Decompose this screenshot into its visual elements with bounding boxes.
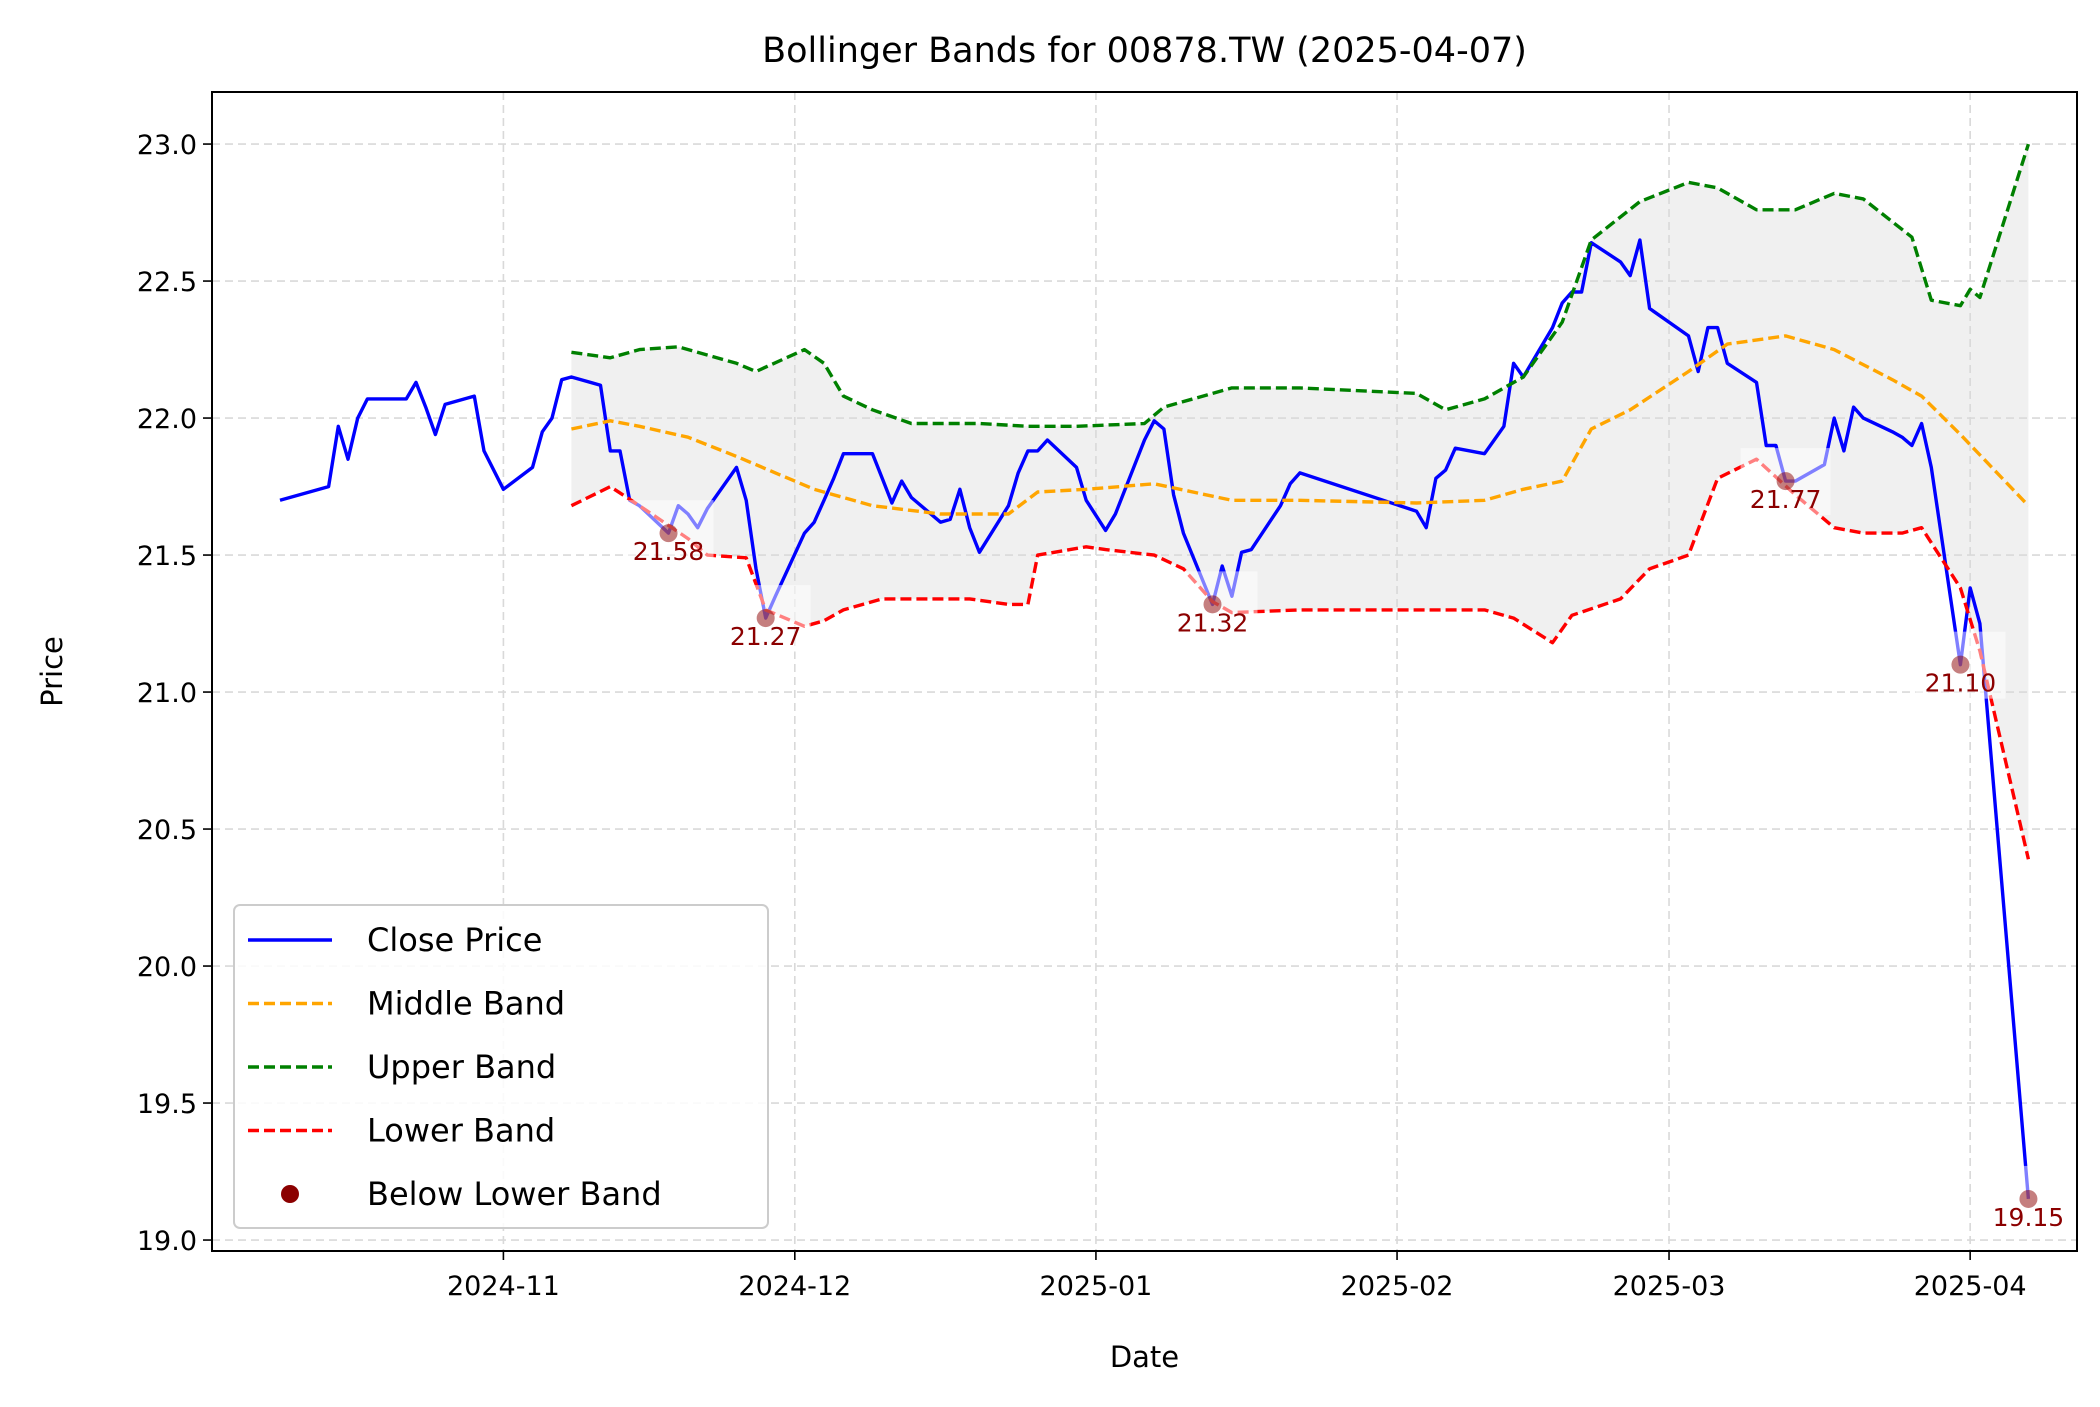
y-axis-title: Price xyxy=(35,636,69,707)
below-band-point xyxy=(659,524,678,543)
below-band-value-label: 21.77 xyxy=(1750,485,1822,514)
legend-label-below-lower-band: Below Lower Band xyxy=(367,1175,662,1213)
x-tick-label: 2025-01 xyxy=(1040,1271,1153,1302)
legend: Close Price Middle Band Upper Band Lower Ba… xyxy=(233,904,769,1229)
y-tick-label: 21.5 xyxy=(137,541,197,572)
y-tick-label: 23.0 xyxy=(137,130,197,161)
chart-title: Bollinger Bands for 00878.TW (2025-04-07… xyxy=(762,31,1527,71)
below-band-point xyxy=(756,609,775,628)
middle-band-line xyxy=(571,334,2030,516)
below-band-point xyxy=(1951,655,1970,674)
y-tick-label: 20.0 xyxy=(137,952,197,983)
legend-box xyxy=(233,904,769,1229)
legend-label-close-price: Close Price xyxy=(367,921,542,959)
x-tick-label: 2025-04 xyxy=(1914,1271,2027,1302)
x-tick-label: 2025-03 xyxy=(1613,1271,1726,1302)
below-band-value-label: 19.15 xyxy=(1993,1203,2065,1232)
legend-swatch-below-lower-band xyxy=(281,1185,299,1203)
below-band-point xyxy=(2019,1189,2038,1208)
y-tick-label: 19.0 xyxy=(137,1226,197,1257)
x-tick-label: 2024-11 xyxy=(447,1271,560,1302)
y-tick-label: 22.0 xyxy=(137,404,197,435)
x-tick-label: 2024-12 xyxy=(738,1271,851,1302)
upper-band-line xyxy=(571,143,2031,428)
below-band-value-label: 21.58 xyxy=(633,537,705,566)
legend-label-lower-band: Lower Band xyxy=(367,1112,555,1150)
axis-layer: 19.0 19.5 20.0 20.5 21.0 21.5 22.0 22.5 23.0 2024… xyxy=(137,130,2027,1302)
x-tick-label: 2025-02 xyxy=(1341,1271,1454,1302)
y-tick-label: 22.5 xyxy=(137,267,197,298)
plot-frame xyxy=(211,91,2078,1252)
below-band-marker-layer: 21.58 21.27 21.32 21.77 21.10 19.15 xyxy=(623,448,2074,1233)
y-tick-label: 19.5 xyxy=(137,1089,197,1120)
close-price-line xyxy=(279,238,2031,1200)
below-band-value-label: 21.27 xyxy=(730,622,802,651)
below-band-value-label: 21.32 xyxy=(1177,608,1249,637)
below-band-point xyxy=(1776,472,1795,491)
legend-label-middle-band: Middle Band xyxy=(367,985,565,1023)
y-tick-label: 21.0 xyxy=(137,678,197,709)
legend-label-upper-band: Upper Band xyxy=(367,1048,556,1086)
below-band-point xyxy=(1203,595,1222,614)
y-tick-label: 20.5 xyxy=(137,815,197,846)
x-axis-title: Date xyxy=(1110,1340,1179,1374)
below-band-value-label: 21.10 xyxy=(1925,669,1997,698)
